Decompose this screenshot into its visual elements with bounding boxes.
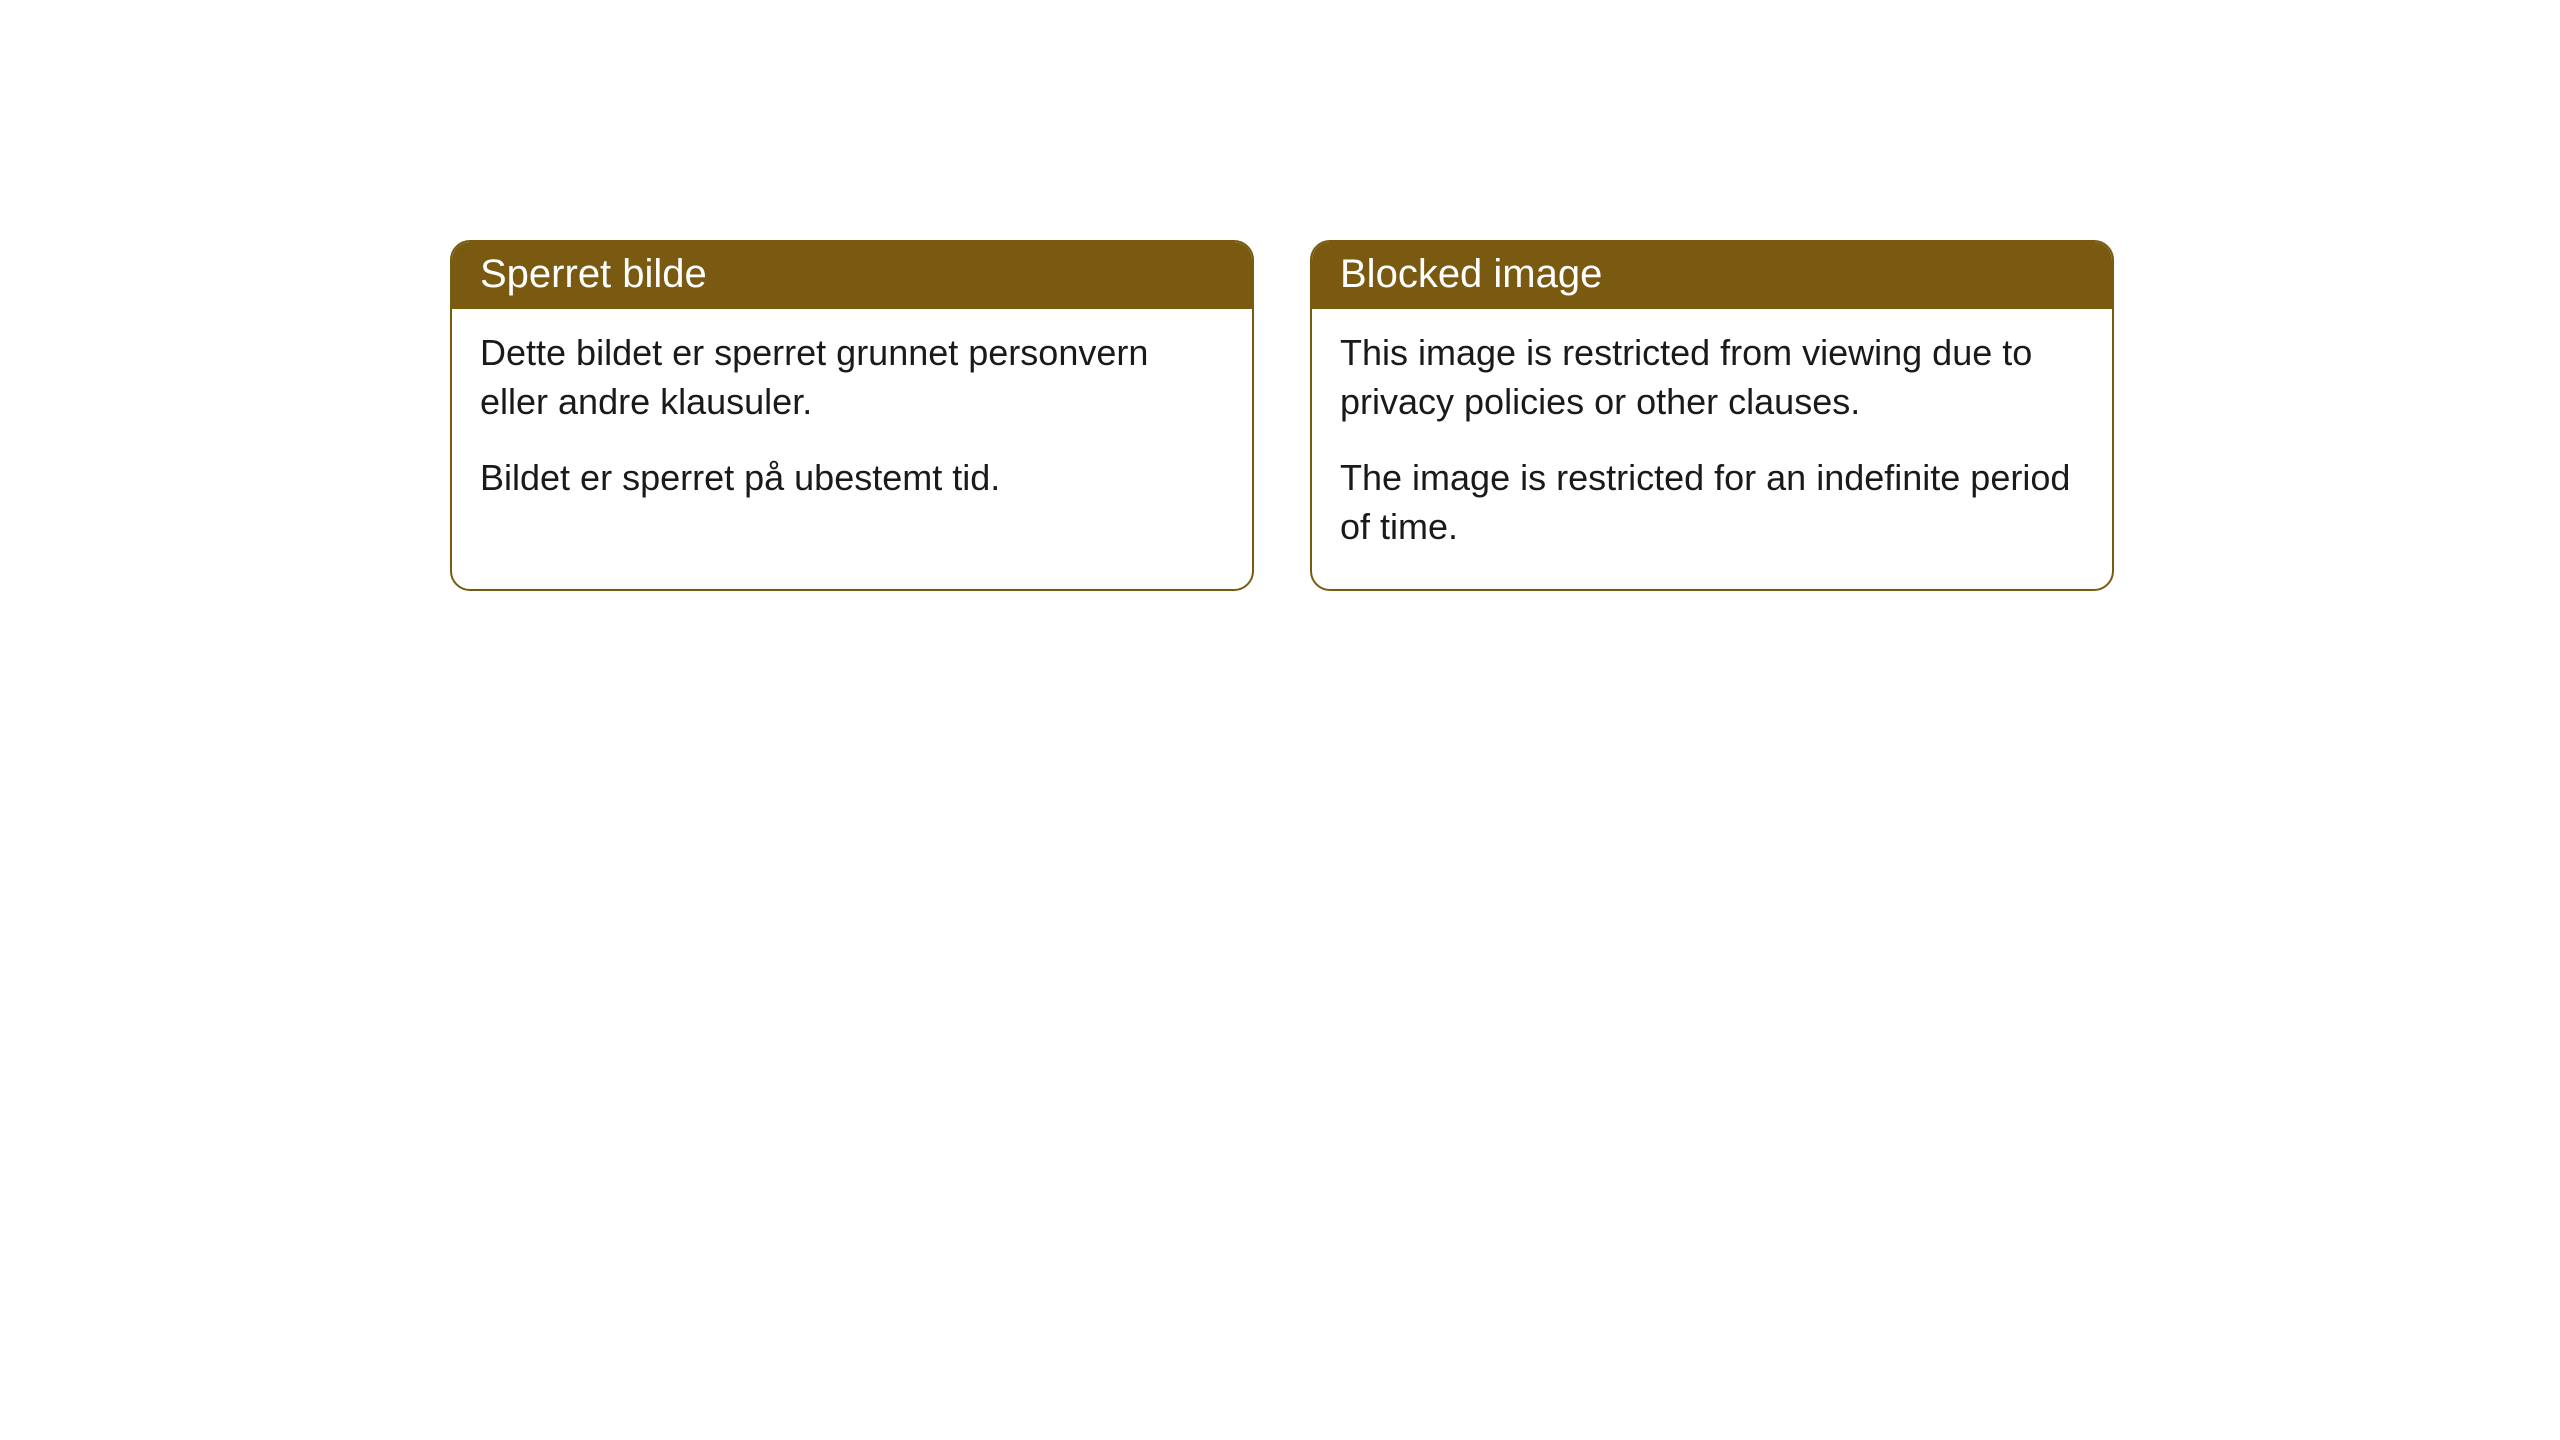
- notice-card-norwegian: Sperret bilde Dette bildet er sperret gr…: [450, 240, 1254, 591]
- card-header: Sperret bilde: [452, 242, 1252, 309]
- card-title: Blocked image: [1340, 252, 1602, 296]
- card-paragraph: This image is restricted from viewing du…: [1340, 329, 2084, 426]
- card-title: Sperret bilde: [480, 252, 707, 296]
- card-header: Blocked image: [1312, 242, 2112, 309]
- card-paragraph: The image is restricted for an indefinit…: [1340, 454, 2084, 551]
- notice-cards-container: Sperret bilde Dette bildet er sperret gr…: [450, 240, 2114, 591]
- card-paragraph: Bildet er sperret på ubestemt tid.: [480, 454, 1224, 503]
- notice-card-english: Blocked image This image is restricted f…: [1310, 240, 2114, 591]
- card-body: This image is restricted from viewing du…: [1312, 309, 2112, 589]
- card-body: Dette bildet er sperret grunnet personve…: [452, 309, 1252, 541]
- card-paragraph: Dette bildet er sperret grunnet personve…: [480, 329, 1224, 426]
